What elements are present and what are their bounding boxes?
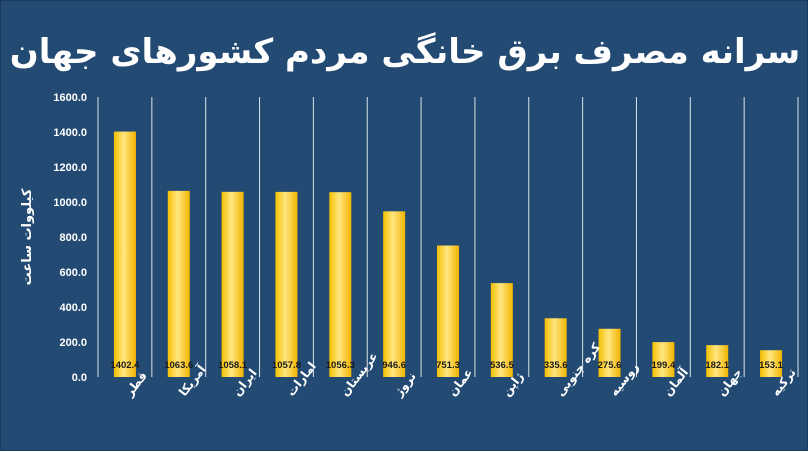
y-tick-label: 200.0 [59,337,87,349]
y-tick-label: 400.0 [59,302,87,314]
y-tick-label: 1000.0 [53,197,87,209]
bars [113,131,783,377]
data-label: 751.3 [436,360,460,371]
y-tick-label: 800.0 [59,232,87,244]
bar [437,245,459,377]
data-label: 275.6 [598,360,622,371]
data-label: 335.6 [544,360,568,371]
grid-lines [97,97,799,377]
data-label: 1063.6 [164,360,193,371]
data-label: 1056.3 [326,360,355,371]
y-tick-label: 0.0 [72,372,87,384]
data-label: 536.5 [490,360,514,371]
data-labels: 1402.4 1063.6 1058.1 1057.8 1056.3 946.6 751.3… [110,360,783,371]
data-label: 199.4 [651,360,675,371]
data-label: 1058.1 [218,360,248,371]
y-tick-label: 1200.0 [53,162,87,174]
bar [598,328,621,377]
y-axis-label: کیلووات ساعت [20,188,35,285]
y-tick-label: 1600.0 [53,92,87,104]
bar [167,190,190,377]
bar [490,283,513,377]
data-label: 153.1 [759,360,783,371]
bar [113,131,136,377]
data-label: 1057.8 [272,360,301,371]
bar [544,318,567,377]
y-tick-label: 600.0 [59,267,87,279]
y-axis: 1600.0 1400.0 1200.0 1000.0 800.0 600.0 400.0 2… [53,92,87,384]
bar [706,345,729,377]
bar [275,191,298,377]
bar [221,191,244,377]
bar [652,342,675,377]
y-tick-label: 1400.0 [53,127,87,139]
bar [760,350,783,377]
chart-title: سرانه مصرف برق خانگی مردم کشورهای جهان [10,32,800,72]
data-label: 182.1 [705,360,729,371]
bar [383,211,406,377]
bar [329,192,352,377]
data-label: 946.6 [382,360,406,371]
data-label: 1402.4 [110,360,140,371]
